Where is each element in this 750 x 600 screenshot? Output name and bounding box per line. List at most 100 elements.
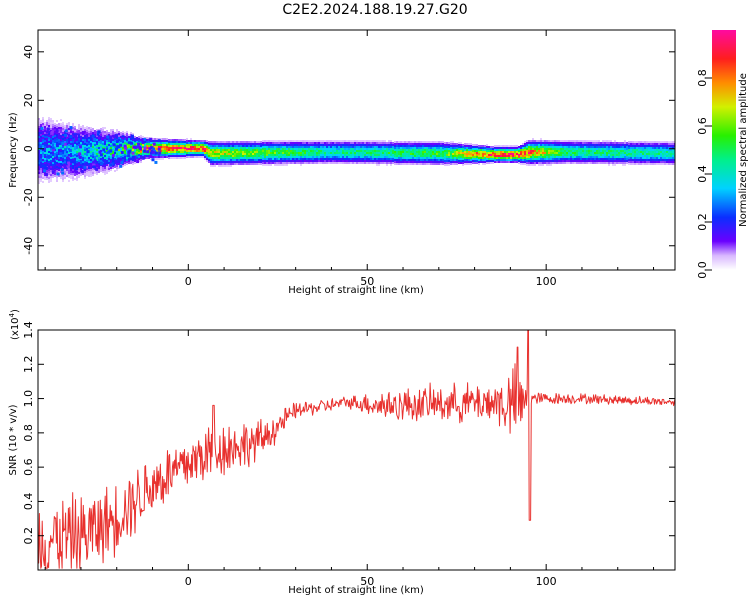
heatmap-cell — [186, 154, 188, 156]
heatmap-cell — [294, 144, 296, 146]
heatmap-cell — [151, 150, 155, 154]
heatmap-cell — [476, 154, 478, 156]
heatmap-cell — [418, 157, 420, 159]
heatmap-cell — [480, 155, 482, 157]
heatmap-cell — [46, 127, 50, 131]
heatmap-cell — [62, 122, 64, 124]
heatmap-cell — [56, 172, 60, 176]
heatmap-cell — [612, 154, 614, 156]
heatmap-cell — [324, 156, 326, 158]
heatmap-cell — [54, 145, 56, 147]
heatmap-cell — [104, 147, 106, 149]
heatmap-cell — [96, 151, 98, 153]
heatmap-cell — [66, 156, 70, 160]
heatmap-cell — [170, 149, 172, 151]
heatmap-cell — [228, 141, 230, 143]
heatmap-cell — [530, 152, 532, 154]
heatmap-cell — [602, 142, 604, 144]
heatmap-cell — [118, 155, 120, 157]
heatmap-cell — [356, 162, 358, 164]
heatmap-cell — [610, 140, 612, 142]
heatmap-cell — [90, 161, 92, 163]
heatmap-cell — [188, 154, 190, 156]
heatmap-cell — [104, 137, 106, 139]
heatmap-cell — [46, 124, 48, 126]
snr-scale-prefix: (x10 — [10, 317, 21, 340]
heatmap-cell — [68, 134, 70, 136]
heatmap-cell — [458, 148, 460, 150]
heatmap-cell — [488, 156, 490, 158]
heatmap-cell — [350, 154, 352, 156]
heatmap-cell — [130, 160, 132, 162]
heatmap-cell — [328, 158, 330, 160]
heatmap-cell — [548, 160, 550, 162]
heatmap-cell — [106, 142, 108, 144]
heatmap-cell — [190, 152, 192, 154]
heatmap-cell — [660, 141, 662, 143]
heatmap-cell — [80, 160, 82, 162]
heatmap-cell — [104, 163, 106, 165]
heatmap-cell — [534, 152, 536, 154]
heatmap-cell — [190, 144, 192, 146]
heatmap-cell — [432, 163, 434, 165]
heatmap-cell — [394, 161, 396, 163]
heatmap-cell — [214, 151, 216, 153]
heatmap-cell — [178, 157, 180, 159]
heatmap-cell — [456, 155, 458, 157]
heatmap-cell — [404, 149, 406, 151]
heatmap-cell — [210, 143, 212, 145]
heatmap-cell — [126, 159, 128, 161]
heatmap-cell — [564, 150, 566, 152]
heatmap-cell — [564, 148, 566, 150]
snr-scale-label: (x104) — [8, 309, 21, 340]
heatmap-cell — [172, 149, 174, 151]
heatmap-cell — [62, 178, 64, 180]
heatmap-cell — [126, 155, 128, 157]
heatmap-cell — [64, 127, 66, 129]
heatmap-cell — [60, 165, 62, 167]
heatmap-cell — [50, 136, 52, 138]
heatmap-cell — [406, 159, 408, 161]
heatmap-cell — [668, 159, 670, 161]
heatmap-cell — [672, 149, 674, 151]
heatmap-cell — [330, 156, 332, 158]
heatmap-cell — [102, 159, 106, 163]
heatmap-cell — [100, 140, 102, 142]
heatmap-cell — [70, 153, 72, 155]
heatmap-cell — [374, 148, 376, 150]
heatmap-cell — [530, 148, 532, 150]
heatmap-cell — [498, 149, 500, 151]
heatmap-cell — [202, 144, 204, 146]
heatmap-cell — [578, 146, 580, 148]
heatmap-cell — [100, 148, 102, 150]
heatmap-cell — [58, 165, 60, 167]
heatmap-cell — [538, 140, 540, 142]
heatmap-cell — [398, 149, 400, 151]
heatmap-cell — [628, 163, 630, 165]
heatmap-cell — [486, 156, 488, 158]
heatmap-cell — [534, 156, 536, 158]
heatmap-cell — [56, 158, 58, 160]
heatmap-cell — [282, 150, 284, 152]
heatmap-cell — [258, 145, 260, 147]
heatmap-cell — [390, 140, 392, 142]
heatmap-cell — [222, 155, 224, 157]
heatmap-cell — [504, 157, 506, 159]
heatmap-cell — [190, 150, 192, 152]
heatmap-cell — [434, 153, 436, 155]
heatmap-cell — [468, 153, 470, 155]
heatmap-cell — [116, 133, 118, 135]
heatmap-cell — [494, 155, 496, 157]
heatmap-cell — [50, 148, 52, 150]
heatmap-cell — [400, 147, 402, 149]
heatmap-cell — [598, 142, 600, 144]
snr-line — [38, 330, 675, 569]
heatmap-cell — [320, 158, 322, 160]
heatmap-cell — [258, 147, 260, 149]
heatmap-cell — [46, 162, 48, 164]
heatmap-cell — [464, 147, 466, 149]
heatmap-cell — [498, 161, 500, 163]
heatmap-cell — [296, 154, 298, 156]
heatmap-cell — [278, 152, 280, 154]
heatmap-cell — [254, 153, 256, 155]
